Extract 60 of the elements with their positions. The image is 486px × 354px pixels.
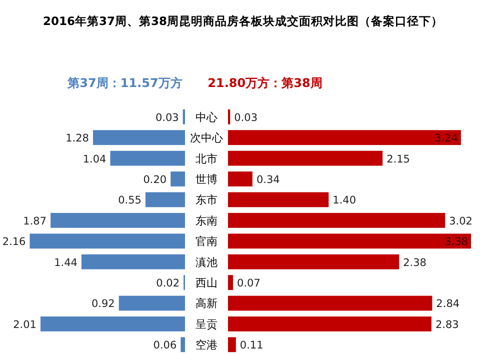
bar	[118, 296, 185, 311]
data-label: 0.02	[156, 278, 180, 290]
bar	[81, 254, 185, 270]
data-label: 0.92	[91, 298, 115, 310]
bar	[50, 212, 185, 228]
text: 21.80万方：第38周	[208, 76, 322, 90]
data-label: 0.20	[143, 174, 167, 186]
bar	[92, 130, 185, 146]
y-tick-label: 世博	[196, 172, 218, 186]
y-tick-label: 呈贡	[196, 318, 218, 331]
data-label: 1.40	[332, 194, 356, 207]
y-tick-label: 官南	[196, 235, 218, 248]
bar	[30, 234, 185, 249]
data-label: 2.16	[2, 236, 26, 248]
data-label: 3.02	[449, 215, 473, 228]
data-label: 1.28	[66, 132, 89, 145]
y-tick-label: 西山	[196, 276, 218, 290]
text: 2016年第37周、第38周昆明商品房各板块成交面积对比图（备案口径下）	[42, 14, 444, 28]
data-label: 3.24	[434, 132, 458, 145]
data-label: 2.83	[435, 318, 459, 331]
data-label: 1.04	[82, 153, 107, 166]
y-tick-label: 东市	[196, 194, 218, 207]
bar	[228, 337, 236, 352]
data-label: 0.55	[118, 194, 142, 207]
bar	[228, 254, 400, 270]
bar	[228, 212, 446, 228]
y-tick-label: 高新	[196, 297, 218, 310]
bar	[228, 130, 461, 146]
bar	[228, 172, 252, 186]
bar	[145, 192, 185, 208]
y-tick-label: 次中心	[190, 132, 223, 145]
bar	[180, 337, 185, 352]
bar	[228, 192, 329, 208]
bar	[228, 150, 383, 166]
data-label: 1.44	[54, 256, 78, 269]
y-tick-label: 中心	[196, 110, 218, 124]
data-label: 3.38	[444, 236, 468, 248]
data-label: 1.87	[23, 215, 47, 228]
data-label: 2.01	[13, 318, 36, 331]
data-label: 0.03	[155, 112, 179, 124]
data-label: 2.15	[386, 153, 410, 166]
bar	[170, 172, 185, 186]
data-label: 0.03	[234, 112, 258, 124]
bar	[110, 150, 185, 166]
y-tick-label: 北市	[196, 152, 218, 166]
bar	[228, 316, 432, 332]
y-tick-label: 滇池	[196, 256, 218, 269]
data-label: 2.38	[403, 256, 426, 269]
series-label: 第37周：11.57万方	[66, 76, 182, 90]
bar	[228, 234, 471, 249]
data-label: 0.06	[153, 340, 177, 352]
bar	[228, 275, 234, 290]
data-label: 2.84	[436, 298, 460, 310]
data-label: 0.34	[256, 174, 280, 186]
bar	[40, 316, 185, 332]
y-tick-label: 空港	[196, 338, 218, 352]
y-tick-label: 东南	[196, 214, 218, 228]
data-label: 0.07	[237, 278, 260, 290]
data-label: 0.11	[240, 340, 264, 352]
bar	[228, 296, 432, 311]
